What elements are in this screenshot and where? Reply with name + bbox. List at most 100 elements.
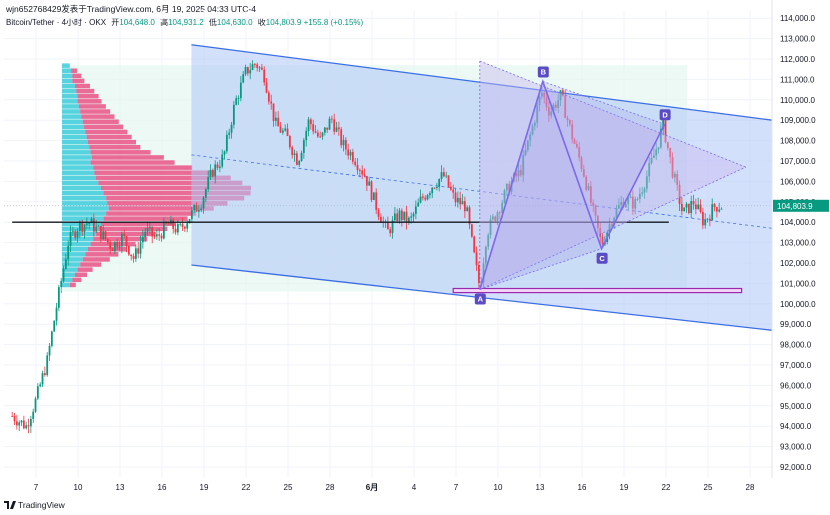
candle-body xyxy=(223,151,226,155)
candle-body xyxy=(260,67,263,70)
candle-body xyxy=(253,64,256,65)
candle-body xyxy=(92,218,95,232)
candle-body xyxy=(697,204,700,210)
candle-body xyxy=(90,218,93,223)
candle-body xyxy=(545,97,548,108)
channel-fill xyxy=(191,44,773,331)
candle-body xyxy=(22,420,25,429)
candle-body xyxy=(211,169,214,177)
bd-link xyxy=(542,81,665,125)
change-value: +155.8 (+0.15%) xyxy=(303,18,364,27)
candle-body xyxy=(232,104,235,125)
candle-body xyxy=(578,147,581,158)
candle-body xyxy=(158,234,161,236)
candle-body xyxy=(713,204,716,208)
candle-body xyxy=(433,187,436,189)
candle-body xyxy=(645,176,648,189)
candle-body xyxy=(620,202,623,206)
volume-profile-down-bar xyxy=(95,175,231,181)
time-tick-label: 10 xyxy=(494,483,503,492)
candle-body xyxy=(592,202,595,206)
candle-body xyxy=(566,117,569,120)
candle-body xyxy=(543,92,546,98)
candle-body xyxy=(589,186,592,203)
candle-body xyxy=(342,139,345,146)
candle-body xyxy=(167,223,170,225)
last-price-label: 104,803.9 xyxy=(777,202,813,211)
candle-body xyxy=(319,136,322,138)
price-tick-label: 107,000.0 xyxy=(780,157,816,166)
candle-body xyxy=(102,231,105,239)
candle-body xyxy=(615,208,618,218)
price-tick-label: 101,000.0 xyxy=(780,279,816,288)
volume-profile-down-bar xyxy=(75,272,87,277)
price-tick-label: 111,000.0 xyxy=(780,75,815,84)
candle-body xyxy=(650,157,653,163)
candle-body xyxy=(46,355,49,375)
candle-body xyxy=(214,164,217,177)
candle-body xyxy=(267,92,270,102)
pattern-point-badge xyxy=(537,66,549,78)
candle-body xyxy=(655,149,658,156)
tradingview-logo[interactable]: TradingView xyxy=(4,500,65,510)
high-value: 104,931.2 xyxy=(168,18,204,27)
candle-body xyxy=(242,74,245,83)
candle-body xyxy=(137,248,140,254)
tradingview-logo-icon xyxy=(4,501,16,509)
price-tick-label: 100,000.0 xyxy=(780,300,816,309)
candle-body xyxy=(160,235,163,239)
time-tick-label: 6月 xyxy=(366,483,378,492)
candle-body xyxy=(692,201,695,205)
price-tick-label: 99,000.0 xyxy=(780,320,812,329)
candle-body xyxy=(466,207,469,212)
candle-body xyxy=(496,212,499,221)
volume-profile-down-bar xyxy=(98,180,243,186)
candlestick-series xyxy=(11,60,723,434)
candle-body xyxy=(97,225,100,227)
volume-profile-down-bar xyxy=(107,201,228,206)
volume-profile-down-bar xyxy=(71,68,78,73)
candle-body xyxy=(652,155,655,158)
candle-body xyxy=(323,127,326,133)
candle-body xyxy=(526,140,529,150)
candle-body xyxy=(277,117,280,127)
price-tick-label: 93,000.0 xyxy=(780,443,812,452)
volume-profile-up-bar xyxy=(62,231,96,237)
candle-body xyxy=(295,153,298,165)
candle-body xyxy=(438,178,441,188)
candle-body xyxy=(209,169,212,178)
candle-body xyxy=(370,181,373,201)
volume-profile-down-bar xyxy=(69,282,76,288)
candle-body xyxy=(671,157,674,178)
candle-body xyxy=(524,149,527,155)
candle-body xyxy=(188,219,191,224)
high-label: 高 xyxy=(160,18,169,27)
candle-body xyxy=(585,176,588,190)
candle-body xyxy=(419,196,422,203)
candle-body xyxy=(225,134,228,152)
volume-profile-down-bar xyxy=(84,124,124,130)
brand-name: TradingView xyxy=(18,500,65,510)
candle-body xyxy=(503,190,506,203)
candle-body xyxy=(515,173,518,177)
candle-body xyxy=(484,246,487,264)
volume-profile-up-bar xyxy=(62,114,82,119)
candle-body xyxy=(470,224,473,237)
candle-body xyxy=(15,421,18,426)
candle-body xyxy=(11,416,14,417)
triangle-fill xyxy=(479,61,746,290)
volume-profile-down-bar xyxy=(98,226,168,232)
candle-body xyxy=(272,103,275,121)
candle-body xyxy=(69,232,72,246)
volume-profile-up-bar xyxy=(62,277,73,283)
volume-profile-up-bar xyxy=(62,160,91,165)
candle-body xyxy=(720,208,723,210)
price-tick-label: 96,000.0 xyxy=(780,381,812,390)
volume-profile-down-bar xyxy=(72,73,82,79)
time-tick-label: 28 xyxy=(746,483,755,492)
price-tick-label: 114,000.0 xyxy=(780,14,816,23)
volume-profile-down-bar xyxy=(90,150,151,155)
volume-profile-up-bar xyxy=(62,201,108,206)
candle-body xyxy=(643,188,646,193)
